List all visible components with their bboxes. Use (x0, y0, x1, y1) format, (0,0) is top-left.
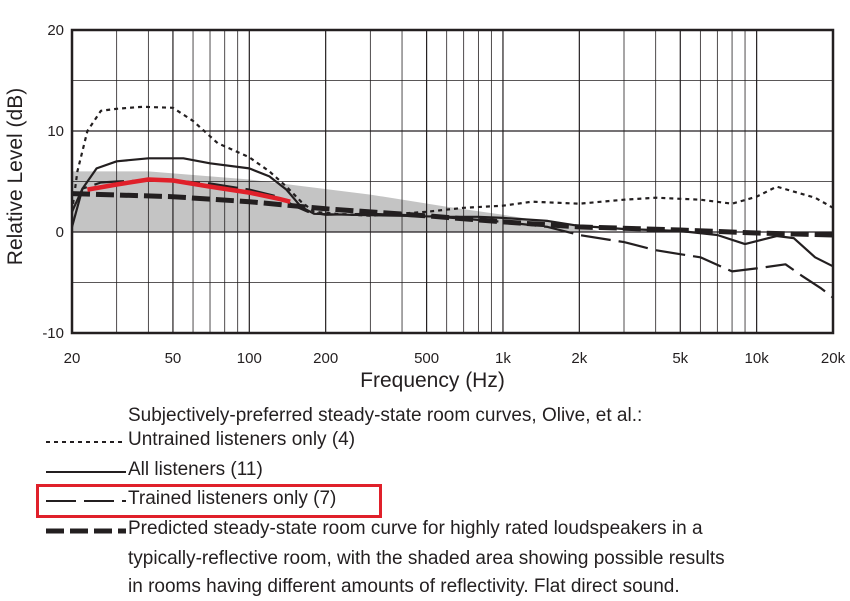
legend-label-trained: Trained listeners only (7) (128, 488, 337, 509)
x-tick-label: 2k (571, 350, 587, 367)
legend-label-predicted: Predicted steady-state room curve for hi… (128, 518, 703, 539)
series-line-red (87, 177, 291, 204)
x-tick-label: 500 (414, 350, 439, 367)
y-axis-label: Relative Level (dB) (4, 88, 27, 265)
legend-swatch-longdash (46, 500, 126, 502)
y-tick-label: -10 (42, 325, 64, 342)
tick-label-layer: 20 50 100 200 500 1k 2k 5k 10k 20k -10 0 10 20 (42, 22, 845, 367)
legend-description-line-2: in rooms having different amounts of ref… (128, 576, 680, 597)
legend: Subjectively-preferred steady-state room… (0, 400, 850, 600)
room-curve-chart: 20 50 100 200 500 1k 2k 5k 10k 20k -10 0 10 20 Freque… (4, 22, 846, 392)
y-tick-label: 20 (47, 22, 64, 39)
legend-swatch-solid (46, 471, 126, 473)
series-line-solid (70, 157, 834, 268)
x-tick-label: 20 (64, 350, 81, 367)
y-tick-label: 10 (47, 123, 64, 140)
legend-label-untrained: Untrained listeners only (4) (128, 429, 356, 450)
x-tick-label: 1k (495, 350, 511, 367)
plot-frame (70, 28, 835, 335)
x-axis-label: Frequency (Hz) (360, 369, 505, 392)
series-line-heavydash (71, 191, 834, 238)
x-tick-label: 20k (821, 350, 846, 367)
legend-label-all: All listeners (11) (128, 459, 263, 480)
x-tick-label: 100 (237, 350, 262, 367)
series-layer (70, 105, 834, 299)
x-tick-label: 200 (313, 350, 338, 367)
x-tick-label: 50 (165, 350, 182, 367)
x-tick-label: 10k (745, 350, 770, 367)
x-tick-label: 5k (672, 350, 688, 367)
legend-description: typically-reflective room, with the shad… (128, 545, 828, 601)
y-tick-label: 0 (56, 224, 64, 241)
legend-swatch-dotted (46, 441, 126, 443)
legend-description-line-1: typically-reflective room, with the shad… (128, 548, 725, 569)
legend-highlight-box (36, 484, 382, 518)
legend-title: Subjectively-preferred steady-state room… (128, 405, 643, 426)
legend-swatch-heavydash (46, 528, 126, 534)
